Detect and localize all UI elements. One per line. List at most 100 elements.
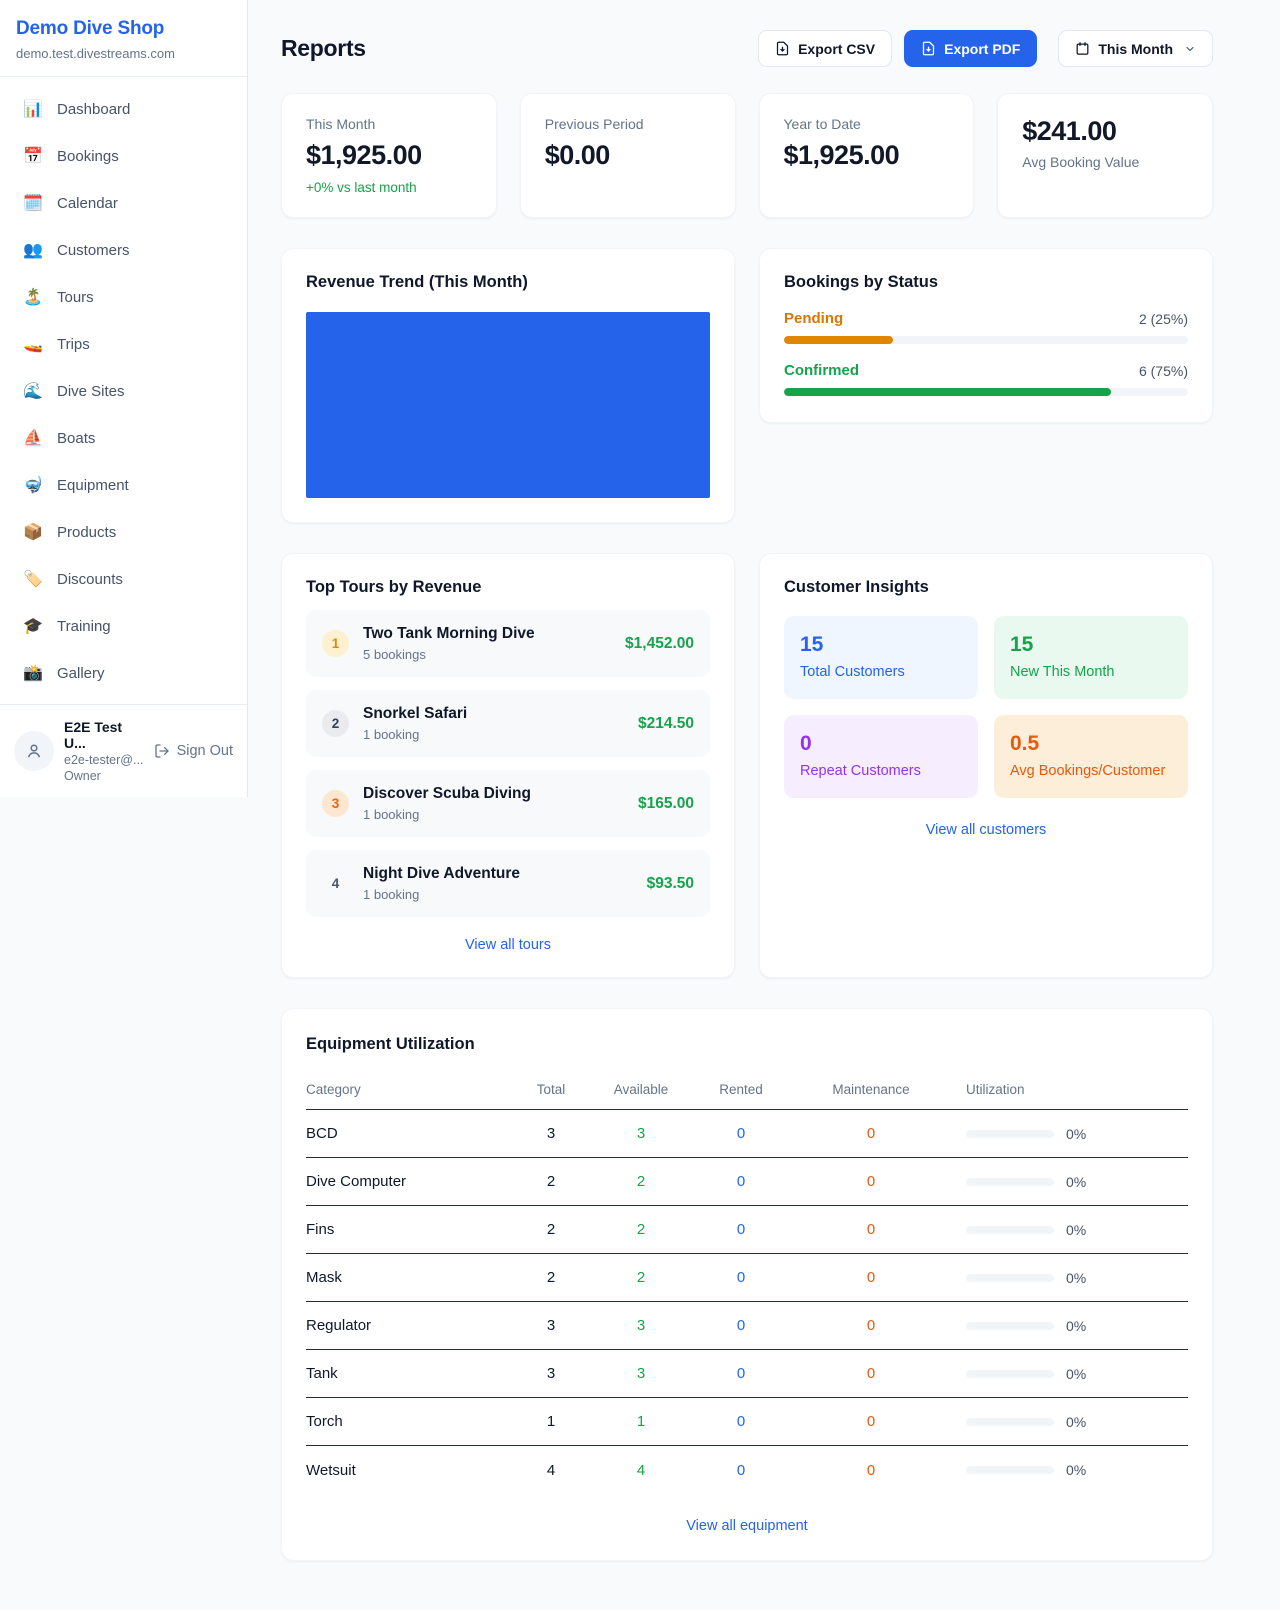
utilization-percent: 0% [1066,1365,1087,1382]
sidebar-item-dive-sites[interactable]: 🌊 Dive Sites [12,371,235,411]
tour-list-item[interactable]: 2 Snorkel Safari 1 booking $214.50 [306,690,710,757]
rank-badge: 3 [322,790,349,817]
sidebar-item-tours[interactable]: 🏝️ Tours [12,277,235,317]
sidebar-item-gallery[interactable]: 📸 Gallery [12,653,235,693]
view-all-tours-link[interactable]: View all tours [465,937,551,953]
person-icon [27,744,41,758]
tile-value: 0.5 [1010,732,1040,755]
main-content: Reports Export CSV Export PDF This Month [249,0,1280,1561]
tour-list-item[interactable]: 4 Night Dive Adventure 1 booking $93.50 [306,850,710,917]
sidebar-item-boats[interactable]: ⛵ Boats [12,418,235,458]
status-row-confirmed: Confirmed 6 (75%) [784,362,1188,396]
equipment-icon: 🤿 [23,477,43,494]
revenue-trend-title: Revenue Trend (This Month) [306,273,528,291]
training-icon: 🎓 [23,618,43,635]
tour-revenue: $165.00 [637,794,694,812]
stat-card-year-to-date: Year to Date $1,925.00 [758,93,975,218]
sidebar-item-discounts[interactable]: 🏷️ Discounts [12,559,235,599]
export-pdf-button[interactable]: Export PDF [904,30,1038,67]
revenue-trend-bar [306,312,710,498]
sign-out-icon [154,744,169,758]
export-csv-button[interactable]: Export CSV [758,30,893,67]
equipment-maintenance: 0 [866,1221,876,1238]
stat-card-this-month: This Month $1,925.00 +0% vs last month [281,93,497,218]
equipment-total: 2 [546,1221,556,1238]
stat-value: $241.00 [1022,116,1117,146]
sidebar-item-customers[interactable]: 👥 Customers [12,230,235,270]
sidebar-item-label: Boats [57,429,96,447]
sidebar-item-label: Training [57,617,111,635]
tour-revenue: $214.50 [637,714,694,732]
column-header: Available [613,1082,669,1097]
equipment-total: 2 [546,1269,556,1286]
sidebar-item-bookings[interactable]: 📅 Bookings [12,136,235,176]
sidebar-item-trips[interactable]: 🚤 Trips [12,324,235,364]
page-header: Reports Export CSV Export PDF This Month [281,30,1213,67]
revenue-trend-card: Revenue Trend (This Month) [281,248,735,523]
products-icon: 📦 [23,524,43,541]
equipment-maintenance: 0 [866,1125,876,1142]
trips-icon: 🚤 [23,336,43,353]
view-all-customers-link[interactable]: View all customers [925,822,1047,838]
shop-title[interactable]: Demo Dive Shop [16,18,165,39]
column-header: Total [536,1082,566,1097]
calendar-icon: 🗓️ [23,195,43,212]
sign-out-button[interactable]: Sign Out [154,743,233,759]
table-row: Dive Computer 2 2 0 0 0% [306,1158,1188,1206]
user-email: e2e-tester@... [64,753,144,767]
utilization-percent: 0% [1066,1462,1087,1478]
equipment-maintenance: 0 [866,1269,876,1286]
sidebar-item-dashboard[interactable]: 📊 Dashboard [12,89,235,129]
column-header: Rented [719,1082,763,1097]
tile-label: Avg Bookings/Customer [1010,763,1166,779]
status-count: 2 (25%) [1138,310,1188,327]
utilization-bar [966,1225,1054,1234]
sidebar-item-equipment[interactable]: 🤿 Equipment [12,465,235,505]
sidebar-item-label: Bookings [57,147,119,165]
bookings-by-status-card: Bookings by Status Pending 2 (25%) Confi… [759,248,1213,423]
sidebar-item-products[interactable]: 📦 Products [12,512,235,552]
equipment-rented: 0 [736,1317,746,1334]
equipment-total: 1 [546,1413,556,1430]
export-pdf-label: Export PDF [944,40,1021,57]
insight-tiles: 15 Total Customers 15 New This Month 0 R… [784,616,1188,798]
tile-value: 0 [800,732,812,755]
stat-value: $0.00 [544,140,611,170]
status-bar-fill [784,388,1112,396]
dashboard-icon: 📊 [23,101,43,118]
sidebar-header: Demo Dive Shop demo.test.divestreams.com [0,0,247,77]
sidebar-item-training[interactable]: 🎓 Training [12,606,235,646]
equipment-maintenance: 0 [866,1413,876,1430]
stat-cards: This Month $1,925.00 +0% vs last month P… [281,93,1213,218]
status-label: Confirmed [784,362,859,379]
sidebar-item-label: Trips [57,335,90,353]
view-all-equipment-link[interactable]: View all equipment [686,1518,808,1534]
stat-label: Avg Booking Value [1022,154,1140,170]
tour-list-item[interactable]: 1 Two Tank Morning Dive 5 bookings $1,45… [306,610,710,677]
status-bar-fill [784,336,894,344]
status-bar-track [784,336,1188,344]
equipment-available: 2 [636,1269,646,1286]
equipment-rented: 0 [736,1221,746,1238]
sidebar-item-label: Tours [57,288,94,306]
column-header: Utilization [966,1082,1025,1097]
sidebar-item-calendar[interactable]: 🗓️ Calendar [12,183,235,223]
table-row: Wetsuit 4 4 0 0 0% [306,1446,1188,1494]
status-row-pending: Pending 2 (25%) [784,310,1188,344]
tour-bookings: 1 booking [363,727,420,742]
equipment-utilization-card: Equipment Utilization Category Total Ava… [281,1008,1213,1561]
equipment-category: Torch [306,1413,343,1430]
stat-label: Previous Period [544,116,644,132]
equipment-available: 1 [636,1413,646,1430]
utilization-bar [966,1369,1054,1378]
rank-badge: 4 [331,876,340,891]
discounts-icon: 🏷️ [23,571,43,588]
tour-list-item[interactable]: 3 Discover Scuba Diving 1 booking $165.0… [306,770,710,837]
sidebar-item-label: Gallery [57,664,105,682]
page-title: Reports [281,35,366,61]
period-dropdown[interactable]: This Month [1058,30,1213,67]
equipment-total: 3 [546,1125,556,1142]
sidebar-item-label: Equipment [57,476,129,494]
user-info: E2E Test U... e2e-tester@... Owner [64,719,144,783]
column-header: Maintenance [832,1082,910,1097]
